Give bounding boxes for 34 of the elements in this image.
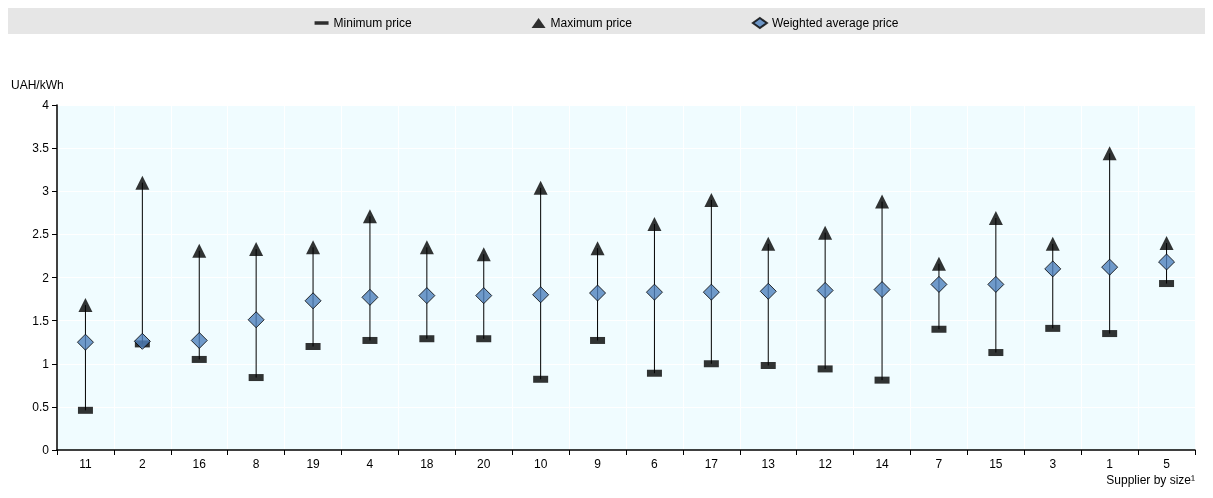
legend-label: Minimum price <box>333 16 412 30</box>
x-tick-label: 17 <box>704 457 719 471</box>
y-tick-label: 1 <box>42 356 50 371</box>
x-tick-label: 11 <box>79 457 92 471</box>
x-tick-label: 7 <box>935 457 943 471</box>
y-tick-label: 0.5 <box>32 399 50 414</box>
y-tick-label: 3 <box>42 184 50 199</box>
x-tick-label: 14 <box>875 457 890 471</box>
y-tick-label: 4 <box>42 98 50 112</box>
x-tick-label: 13 <box>761 457 776 471</box>
x-tick-label: 10 <box>533 457 548 471</box>
x-tick-label: 5 <box>1163 457 1171 471</box>
x-axis-title: Supplier by size¹ <box>1106 473 1195 487</box>
y-tick-label: 1.5 <box>32 313 50 328</box>
x-tick-label: 4 <box>366 457 374 471</box>
y-tick-label: 3.5 <box>32 141 50 156</box>
legend-label: Weighted average price <box>771 16 899 30</box>
x-tick-label: 12 <box>818 457 833 471</box>
x-tick-label: 16 <box>192 457 207 471</box>
x-tick-label: 18 <box>420 457 434 471</box>
y-axis-title: UAH/kWh <box>11 78 64 92</box>
x-tick-label: 8 <box>252 457 260 471</box>
x-tick-label: 1 <box>1106 457 1114 471</box>
x-tick-label: 6 <box>651 457 659 471</box>
legend-label: Maximum price <box>550 16 633 30</box>
y-tick-label: 2 <box>42 270 50 285</box>
x-tick-label: 3 <box>1049 457 1057 471</box>
y-tick-label: 0 <box>42 443 50 457</box>
x-tick-label: 20 <box>477 457 491 471</box>
x-tick-label: 15 <box>989 457 1003 471</box>
x-tick-label: 2 <box>139 457 147 471</box>
x-tick-label: 19 <box>306 457 321 471</box>
x-tick-label: 9 <box>594 457 602 471</box>
y-tick-label: 2.5 <box>32 227 50 242</box>
